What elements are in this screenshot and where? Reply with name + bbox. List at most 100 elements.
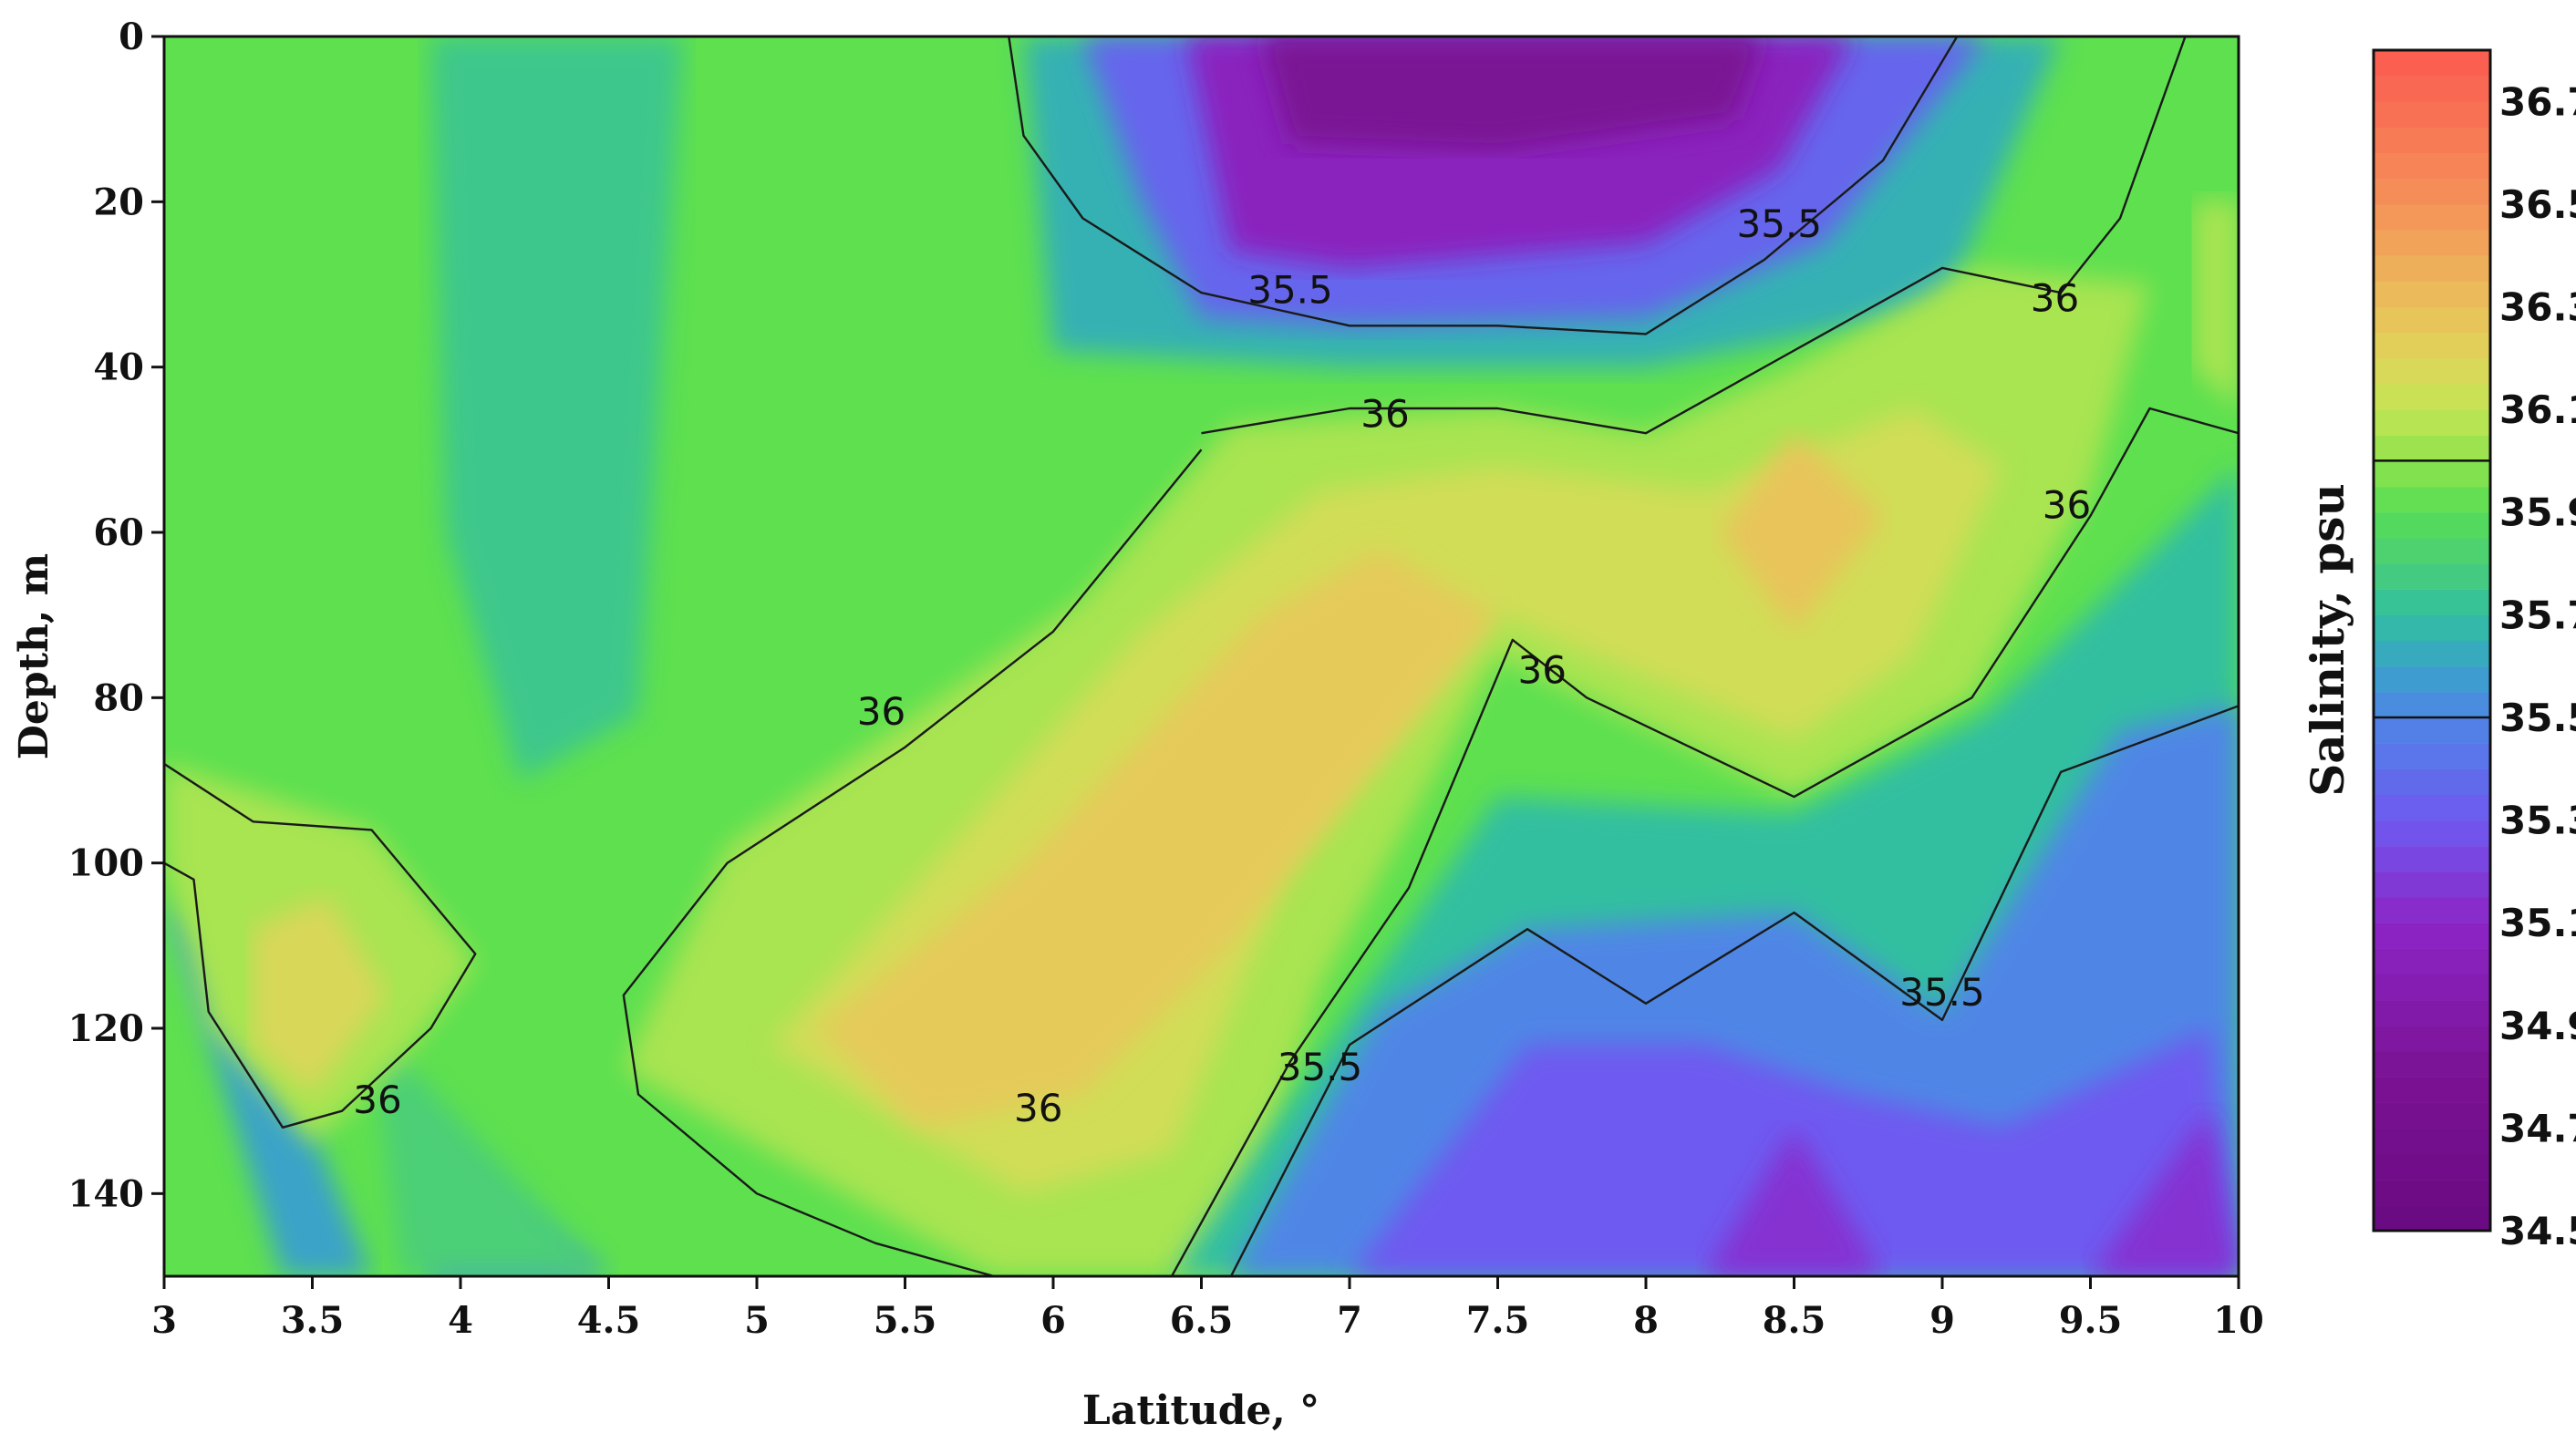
colorbar-segment	[2374, 1050, 2490, 1078]
x-tick-label: 4	[448, 1299, 473, 1342]
y-tick-label: 100	[68, 842, 145, 885]
x-tick-label: 10	[2213, 1299, 2264, 1342]
x-tick-label: 7	[1337, 1299, 1362, 1342]
x-axis: 3 3.5 4 4.5 5 5.5 6 6.5 7 7.5 8 8.5 9 9.5 10	[151, 1276, 2264, 1342]
colorbar-tick-label: 36.1	[2499, 387, 2576, 432]
salinity-region	[2090, 1110, 2239, 1276]
y-tick-label: 40	[93, 346, 144, 389]
isoline	[1201, 36, 2187, 435]
colorbar-ticks: 36.7 36.5 36.3 36.1 35.9 35.7 35.5 35.3 35.1 34.9…	[2499, 79, 2576, 1253]
y-tick-label: 0	[119, 15, 144, 58]
colorbar-segment	[2374, 1025, 2490, 1052]
x-tick-label: 9	[1929, 1299, 1955, 1342]
colorbar-segment	[2374, 1077, 2490, 1103]
x-tick-label: 8	[1633, 1299, 1659, 1342]
colorbar-segment	[2374, 152, 2490, 180]
colorbar-segment	[2374, 357, 2490, 385]
colorbar-segment	[2374, 665, 2490, 693]
colorbar-segment	[2374, 332, 2490, 359]
colorbar-segment	[2374, 563, 2490, 590]
colorbar-segment	[2374, 897, 2490, 923]
x-tick-label: 9.5	[2059, 1299, 2123, 1342]
contour-label: 36	[2031, 276, 2079, 321]
colorbar-segment	[2374, 589, 2490, 615]
colorbar-segment	[2374, 281, 2490, 308]
colorbar-segment	[2374, 1204, 2490, 1232]
colorbar-segment	[2374, 203, 2490, 231]
colorbar-segment	[2374, 255, 2490, 282]
contour-label: 36	[857, 689, 905, 734]
colorbar-segment	[2374, 820, 2490, 847]
colorbar-segment	[2374, 537, 2490, 564]
contour-lines	[164, 36, 2239, 1276]
colorbar-segment	[2374, 768, 2490, 796]
isoline	[1008, 36, 1959, 335]
x-tick-label: 6.5	[1170, 1299, 1234, 1342]
colorbar-segment	[2374, 999, 2490, 1026]
colorbar-segment	[2374, 717, 2490, 744]
colorbar-segment	[2374, 871, 2490, 898]
isoline	[1170, 407, 2239, 1276]
x-tick-label: 3.5	[281, 1299, 345, 1342]
colorbar-tick-label: 35.3	[2499, 799, 2576, 843]
y-tick-label: 20	[93, 180, 144, 223]
isoline	[622, 449, 1203, 1276]
colorbar-segment	[2374, 435, 2490, 462]
colorbar-segment	[2374, 1153, 2490, 1181]
colorbar-frame	[2372, 48, 2492, 1232]
y-tick-label: 140	[68, 1172, 145, 1215]
colorbar-title: Salinity, psu	[2301, 483, 2354, 796]
colorbar-segment	[2374, 1128, 2490, 1155]
colorbar-segment	[2374, 101, 2490, 129]
y-tick-label: 120	[68, 1007, 145, 1050]
plot-area: 35.5 35.5 36 36 36 36 36 35.5 35.5 36 36	[164, 36, 2239, 1276]
colorbar-segment	[2374, 178, 2490, 205]
salinity-region	[253, 895, 387, 1095]
x-tick-label: 5	[744, 1299, 770, 1342]
colorbar-segment	[2374, 923, 2490, 949]
salinity-region	[816, 549, 1498, 1128]
colorbar-segment	[2374, 1179, 2490, 1206]
colorbar-segment	[2374, 794, 2490, 821]
colorbar-segment	[2374, 511, 2490, 539]
colorbar-tick-label: 34.9	[2499, 1004, 2576, 1048]
colorbar-tick-label: 36.3	[2499, 285, 2576, 330]
colorbar-segment	[2374, 486, 2490, 513]
colorbar-segment	[2374, 460, 2490, 488]
x-axis-title: Latitude, °	[1082, 1387, 1319, 1434]
colorbar-segment	[2374, 691, 2490, 718]
contour-label: 36	[1360, 392, 1409, 437]
colorbar-segments	[2374, 49, 2490, 1232]
colorbar-segment	[2374, 306, 2490, 334]
y-axis-title: Depth, m	[11, 553, 57, 759]
colorbar-tick-label: 34.5	[2499, 1209, 2576, 1253]
colorbar-segment	[2374, 948, 2490, 975]
colorbar-segment	[2374, 230, 2490, 256]
colorbar: 36.7 36.5 36.3 36.1 35.9 35.7 35.5 35.3 35.1 34.9…	[2301, 48, 2576, 1253]
contour-label: 35.5	[1278, 1045, 1363, 1089]
colorbar-tick-label: 35.5	[2499, 696, 2576, 740]
salinity-region	[1705, 1127, 1883, 1276]
colorbar-segment	[2374, 383, 2490, 410]
colorbar-segment	[2374, 409, 2490, 436]
x-tick-label: 8.5	[1763, 1299, 1826, 1342]
isoline	[164, 762, 477, 1129]
contour-label: 35.5	[1247, 268, 1333, 313]
x-tick-label: 4.5	[577, 1299, 641, 1342]
contour-label: 36	[353, 1078, 401, 1122]
colorbar-segment	[2374, 845, 2490, 872]
contour-label: 35.5	[1899, 970, 1985, 1015]
x-tick-label: 6	[1040, 1299, 1066, 1342]
colorbar-segment	[2374, 743, 2490, 769]
x-tick-label: 7.5	[1466, 1299, 1530, 1342]
contour-labels: 35.5 35.5 36 36 36 36 36 35.5 35.5 36 36	[353, 201, 2091, 1130]
y-tick-label: 80	[93, 676, 144, 719]
colorbar-tick-label: 36.7	[2499, 79, 2576, 124]
y-tick-label: 60	[93, 511, 144, 554]
salinity-region	[1720, 433, 1883, 632]
colorbar-segment	[2374, 50, 2490, 77]
colorbar-segment	[2374, 1102, 2490, 1129]
x-tick-label: 5.5	[874, 1299, 937, 1342]
salinity-region	[1260, 36, 1764, 152]
colorbar-tick-label: 35.7	[2499, 593, 2576, 637]
